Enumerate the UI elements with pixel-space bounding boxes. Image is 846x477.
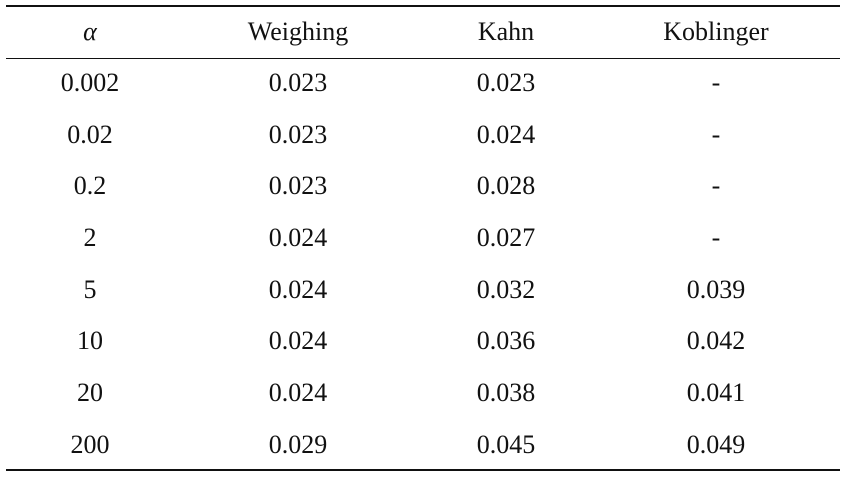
table-row: 200 0.029 0.045 0.049 xyxy=(0,425,846,465)
cell-koblinger: 0.039 xyxy=(686,275,746,304)
header-rule xyxy=(6,58,840,59)
cell-weighing: 0.023 xyxy=(268,68,328,97)
cell-alpha: 2 xyxy=(83,223,97,252)
table-row: 5 0.024 0.032 0.039 xyxy=(0,270,846,310)
table-row: 2 0.024 0.027 - xyxy=(0,218,846,258)
top-rule xyxy=(6,5,840,7)
cell-alpha: 200 xyxy=(70,430,110,459)
cell-kahn: 0.032 xyxy=(476,275,536,304)
cell-kahn: 0.036 xyxy=(476,326,536,355)
cell-weighing: 0.023 xyxy=(268,120,328,149)
cell-kahn: 0.024 xyxy=(476,120,536,149)
header-koblinger: Koblinger xyxy=(663,17,769,46)
cell-koblinger: - xyxy=(711,223,721,252)
cell-kahn: 0.028 xyxy=(476,171,536,200)
cell-weighing: 0.024 xyxy=(268,326,328,355)
cell-alpha: 5 xyxy=(83,275,97,304)
cell-kahn: 0.023 xyxy=(476,68,536,97)
cell-koblinger: - xyxy=(711,68,721,97)
cell-weighing: 0.024 xyxy=(268,223,328,252)
table-row: 0.02 0.023 0.024 - xyxy=(0,115,846,155)
table-row: 0.2 0.023 0.028 - xyxy=(0,166,846,206)
cell-alpha: 10 xyxy=(77,326,103,355)
cell-kahn: 0.038 xyxy=(476,378,536,407)
cell-kahn: 0.027 xyxy=(476,223,536,252)
bottom-rule xyxy=(6,469,840,471)
cell-weighing: 0.024 xyxy=(268,378,328,407)
table-row: 20 0.024 0.038 0.041 xyxy=(0,373,846,413)
header-alpha: α xyxy=(83,17,97,46)
cell-koblinger: - xyxy=(711,120,721,149)
cell-kahn: 0.045 xyxy=(476,430,536,459)
header-kahn: Kahn xyxy=(477,17,535,46)
cell-weighing: 0.029 xyxy=(268,430,328,459)
cell-alpha: 0.2 xyxy=(73,171,107,200)
header-row: α Weighing Kahn Koblinger xyxy=(0,12,846,52)
cell-koblinger: 0.041 xyxy=(686,378,746,407)
table-row: 0.002 0.023 0.023 - xyxy=(0,63,846,103)
header-weighing: Weighing xyxy=(247,17,349,46)
table-row: 10 0.024 0.036 0.042 xyxy=(0,321,846,361)
cell-alpha: 0.02 xyxy=(67,120,113,149)
cell-koblinger: 0.049 xyxy=(686,430,746,459)
cell-koblinger: - xyxy=(711,171,721,200)
cell-weighing: 0.024 xyxy=(268,275,328,304)
cell-weighing: 0.023 xyxy=(268,171,328,200)
cell-alpha: 0.002 xyxy=(60,68,120,97)
cell-alpha: 20 xyxy=(77,378,103,407)
cell-koblinger: 0.042 xyxy=(686,326,746,355)
